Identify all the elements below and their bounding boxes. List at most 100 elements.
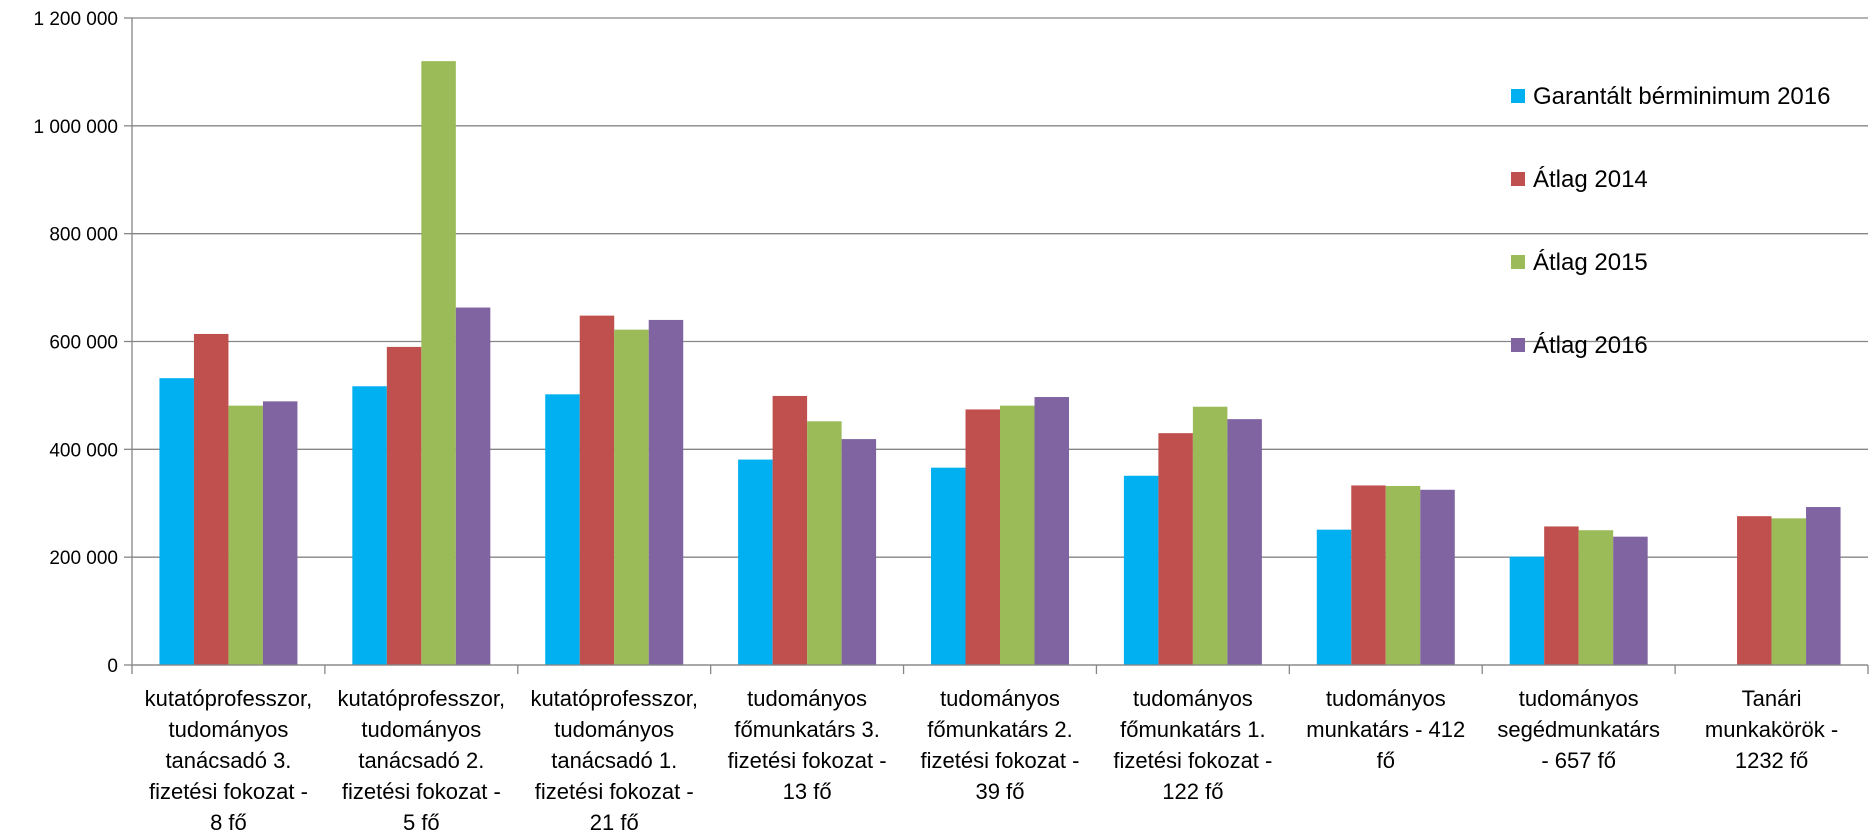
bar <box>159 378 194 665</box>
bar <box>228 405 263 665</box>
legend-label: Átlag 2015 <box>1533 249 1648 276</box>
x-tick-label-line: 13 fő <box>783 779 832 804</box>
x-tick-label-line: tanácsadó 2. <box>358 748 484 773</box>
bar <box>1351 485 1386 665</box>
x-tick-label-line: tudományos <box>1326 686 1446 711</box>
x-tick-label-line: 39 fő <box>976 779 1025 804</box>
x-tick-label: tudományos munkatárs - 412 fő <box>1306 686 1465 773</box>
x-axis: kutatóprofesszor, tudományos tanácsadó 3. f… <box>131 664 1869 835</box>
x-tick-label: tudományos főmunkatárs 1. fizetési fokozat… <box>1113 686 1272 804</box>
x-tick-label: kutatóprofesszor, tudományos tanácsadó 3. f… <box>145 686 313 835</box>
x-tick-label-line: kutatóprofesszor, <box>338 686 506 711</box>
bar <box>421 61 456 665</box>
x-tick-label-line: - 657 fő <box>1541 748 1616 773</box>
x-tick-label-line: tanácsadó 3. <box>165 748 291 773</box>
x-tick-label-line: tudományos <box>361 717 481 742</box>
x-tick-label-line: kutatóprofesszor, <box>145 686 313 711</box>
bar <box>841 439 877 665</box>
bar <box>262 401 298 665</box>
bar <box>1544 526 1579 665</box>
x-tick-label-line: főmunkatárs 3. <box>734 717 880 742</box>
x-tick-label-line: fő <box>1377 748 1395 773</box>
x-tick-label: tudományos főmunkatárs 2. fizetési fokozat… <box>921 686 1080 804</box>
bar <box>455 307 491 665</box>
x-tick-label-line: 1232 fő <box>1735 748 1808 773</box>
bar <box>579 315 615 665</box>
bar <box>614 329 649 665</box>
bar <box>1192 406 1228 665</box>
y-tick-label: 800 000 <box>49 225 118 246</box>
x-tick-label-line: főmunkatárs 1. <box>1120 717 1266 742</box>
bar <box>1737 516 1772 665</box>
y-tick-label: 400 000 <box>49 440 118 461</box>
x-tick-label-line: tudományos <box>1133 686 1253 711</box>
y-tick-label: 600 000 <box>49 333 118 354</box>
x-tick-label-line: tudományos <box>554 717 674 742</box>
x-tick-label-line: fizetési fokozat - <box>1113 748 1272 773</box>
x-tick-label-line: kutatóprofesszor, <box>530 686 698 711</box>
x-tick-label-line: tudományos <box>1519 686 1639 711</box>
x-tick-label: tudományos segédmunkatárs - 657 fő <box>1497 686 1660 773</box>
y-tick-label: 0 <box>107 656 118 677</box>
bar <box>1385 485 1421 665</box>
bar <box>545 394 580 665</box>
x-tick-label-line: fizetési fokozat - <box>921 748 1080 773</box>
x-tick-label-line: munkatárs - 412 <box>1306 717 1465 742</box>
x-tick-label: kutatóprofesszor, tudományos tanácsadó 1. f… <box>530 686 698 835</box>
x-tick-label-line: fizetési fokozat - <box>535 779 694 804</box>
bar <box>352 386 387 665</box>
x-tick-label-line: 21 fő <box>590 810 639 835</box>
legend-label: Átlag 2014 <box>1533 166 1648 193</box>
x-tick-label-line: 8 fő <box>210 810 247 835</box>
bar <box>738 459 773 665</box>
x-tick-label-line: munkakörök - <box>1705 717 1838 742</box>
bar <box>931 467 966 665</box>
x-tick-label-line: főmunkatárs 2. <box>927 717 1073 742</box>
x-tick-label-line: 122 fő <box>1162 779 1223 804</box>
bar <box>193 333 229 665</box>
bar <box>1158 433 1193 665</box>
y-tick-label: 200 000 <box>49 548 118 569</box>
bar <box>1578 530 1614 665</box>
bar <box>807 421 842 665</box>
y-tick-label: 1 000 000 <box>33 117 118 138</box>
x-tick-label-line: fizetési fokozat - <box>342 779 501 804</box>
legend-swatch <box>1511 338 1525 352</box>
bar <box>1316 529 1352 665</box>
x-tick-label-line: segédmunkatárs <box>1497 717 1660 742</box>
x-tick-label-line: Tanári <box>1742 686 1802 711</box>
bar <box>386 346 422 665</box>
x-tick-label-line: fizetési fokozat - <box>728 748 887 773</box>
bars <box>159 61 1841 665</box>
bar <box>1771 518 1807 665</box>
x-tick-label-line: 5 fő <box>403 810 440 835</box>
legend-label: Átlag 2016 <box>1533 332 1648 359</box>
y-axis: 0 200 000 400 000 600 000 800 000 1 000 000 1 … <box>33 9 133 677</box>
legend-swatch <box>1511 172 1525 186</box>
bar <box>1420 489 1455 665</box>
bar <box>648 319 684 665</box>
x-tick-label-line: tudományos <box>169 717 289 742</box>
bar <box>1034 397 1069 665</box>
bar <box>1613 536 1648 665</box>
bar <box>1806 507 1841 665</box>
legend-label: Garantált bérminimum 2016 <box>1533 83 1830 110</box>
x-tick-label: tudományos főmunkatárs 3. fizetési fokozat… <box>728 686 887 804</box>
x-tick-label: kutatóprofesszor, tudományos tanácsadó 2. f… <box>338 686 506 835</box>
x-tick-label-line: tanácsadó 1. <box>551 748 677 773</box>
x-tick-label: Tanári munkakörök - 1232 fő <box>1705 686 1838 773</box>
legend-swatch <box>1511 89 1525 103</box>
bar <box>1509 556 1545 665</box>
legend-swatch <box>1511 255 1525 269</box>
x-tick-label-line: tudományos <box>940 686 1060 711</box>
legend: Garantált bérminimum 2016 Átlag 2014 Átlag… <box>1511 83 1830 359</box>
bar <box>1123 475 1159 665</box>
bar <box>1227 419 1262 665</box>
x-tick-label-line: fizetési fokozat - <box>149 779 308 804</box>
y-tick-label: 1 200 000 <box>33 9 118 30</box>
bar <box>965 409 1000 665</box>
bar <box>1000 405 1035 665</box>
bar <box>772 395 808 665</box>
x-tick-label-line: tudományos <box>747 686 867 711</box>
